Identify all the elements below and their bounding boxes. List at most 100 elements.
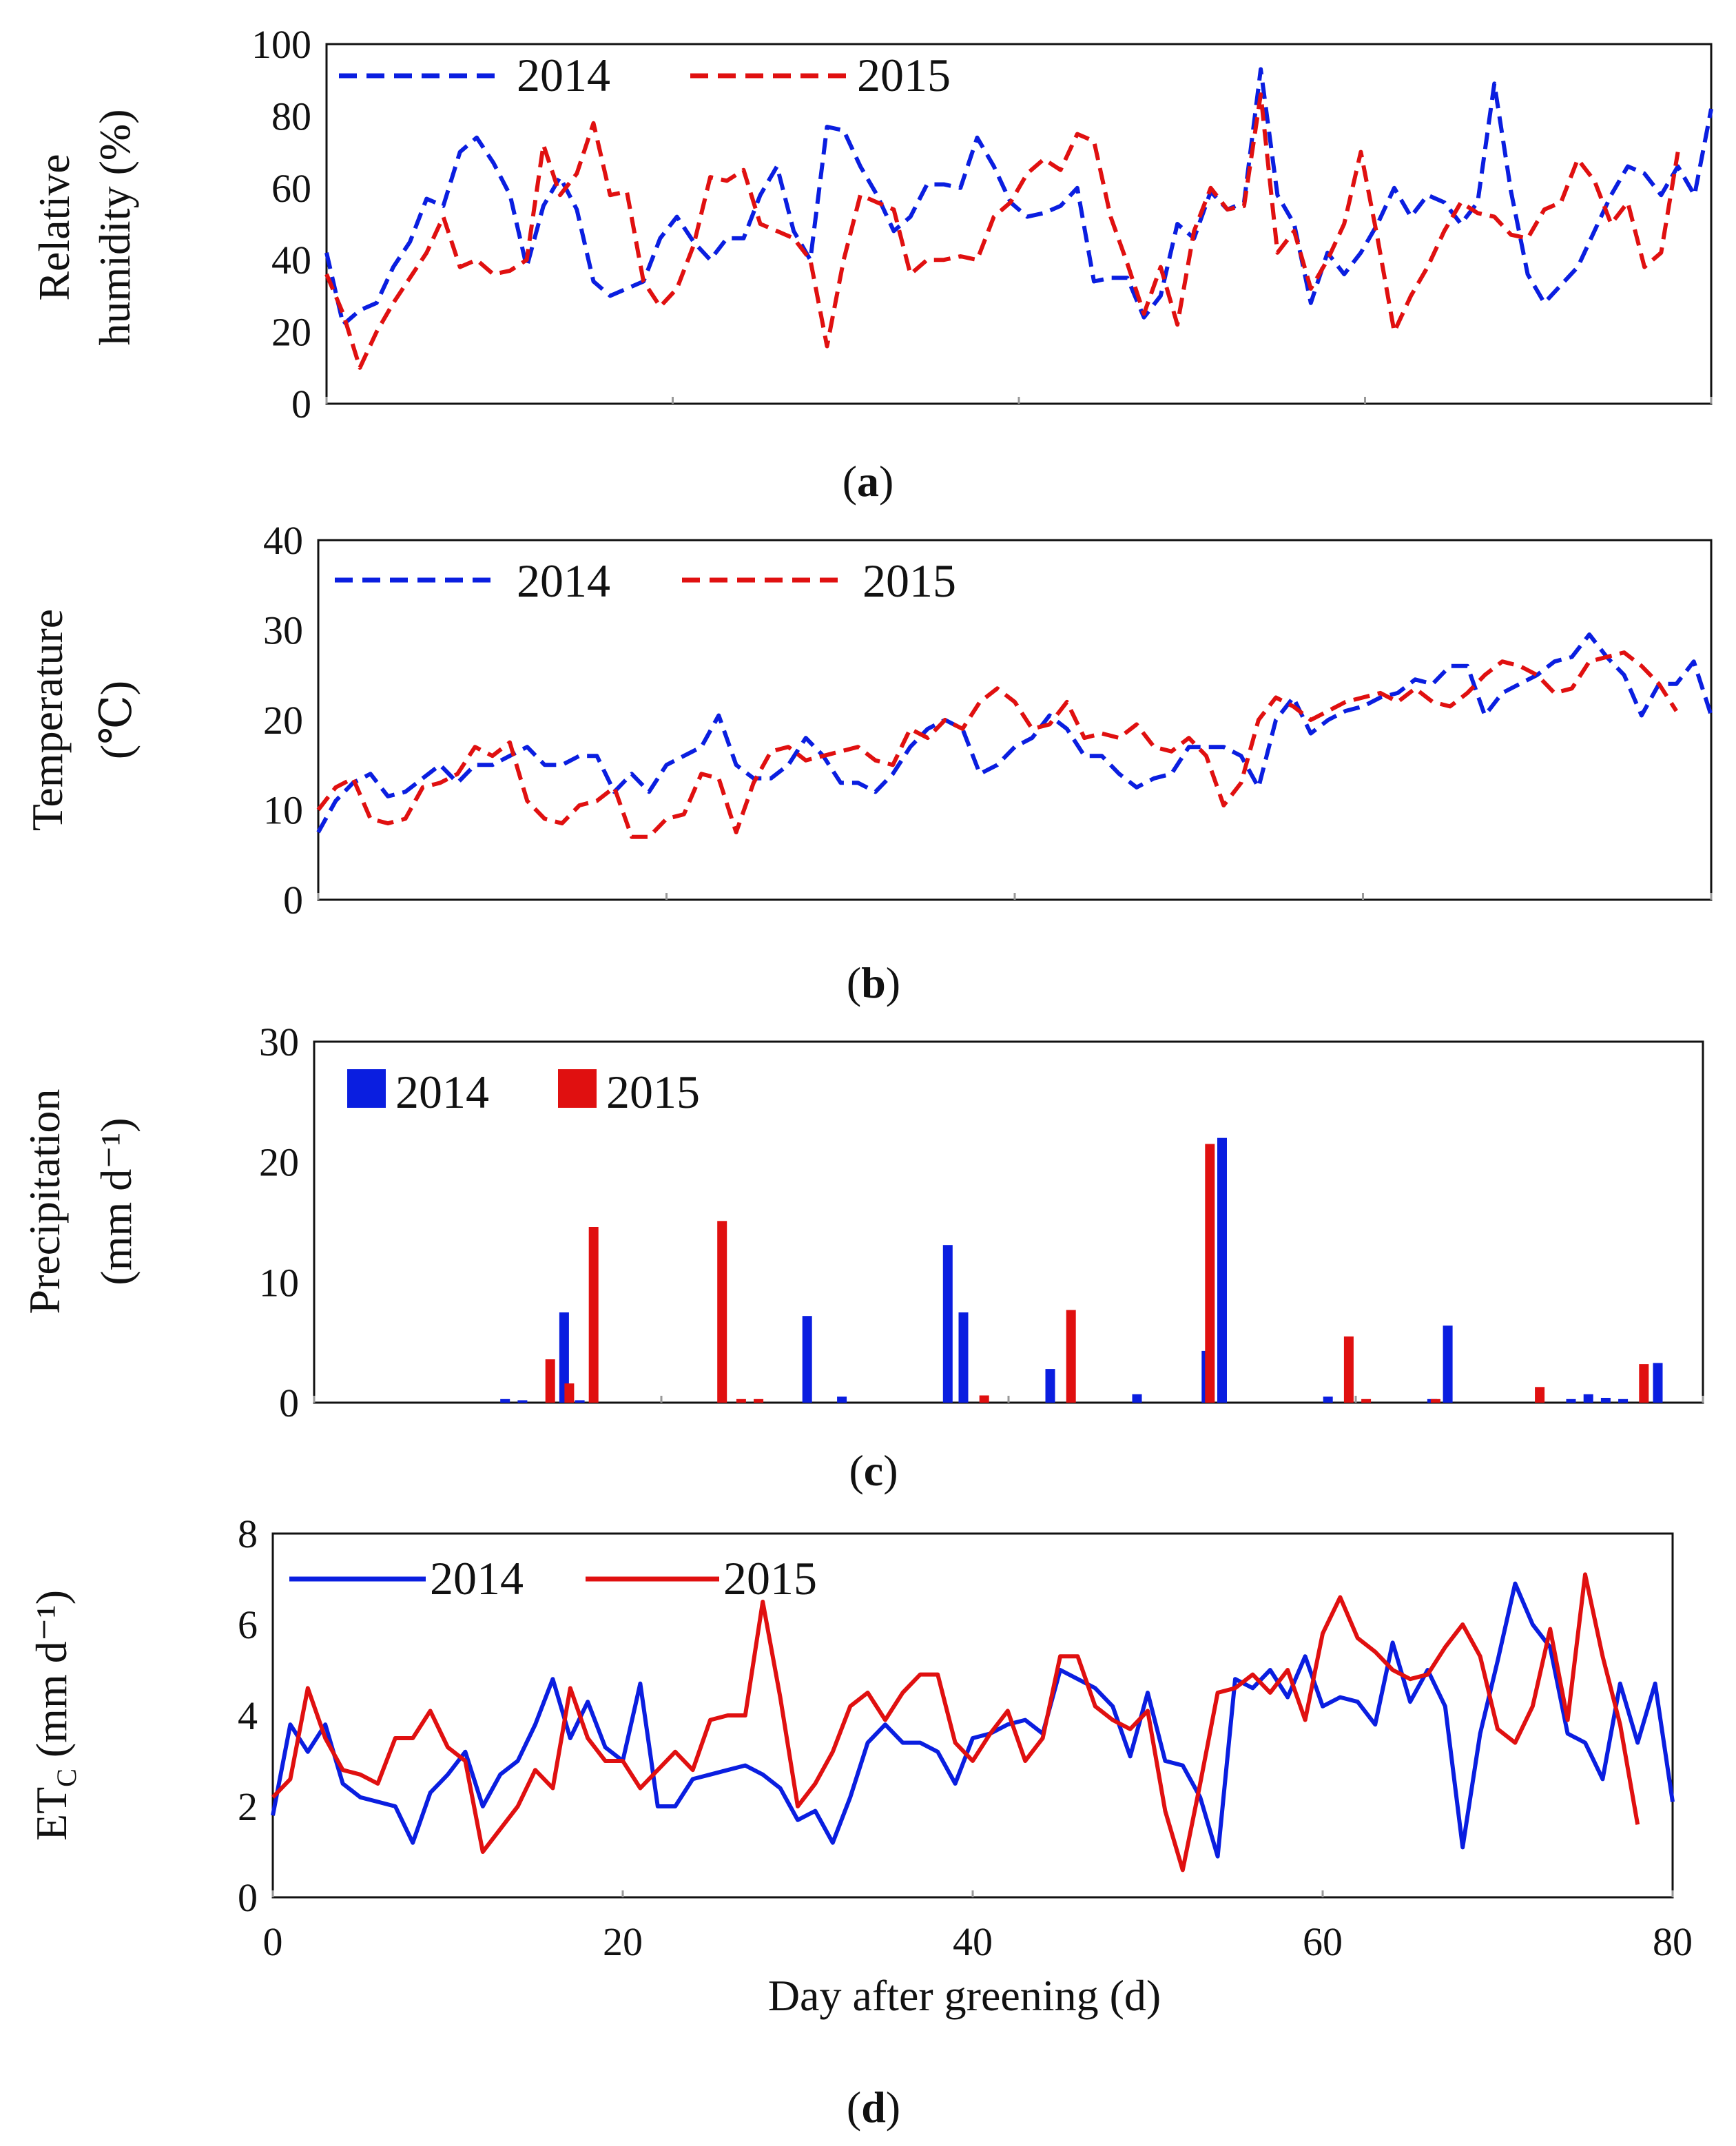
series-line-2015 bbox=[316, 650, 1678, 839]
bar-2014 bbox=[1323, 1396, 1333, 1403]
bar-2014 bbox=[1443, 1325, 1453, 1403]
y-tick-label: 100 bbox=[251, 22, 311, 67]
panel-caption: (a) bbox=[843, 457, 894, 506]
y-tick-label: 80 bbox=[271, 94, 311, 138]
y-tick-label: 20 bbox=[271, 310, 311, 355]
y-label-main: ET bbox=[27, 1787, 76, 1841]
series-line-2015 bbox=[271, 1572, 1640, 1872]
series-line-2014 bbox=[316, 632, 1713, 834]
y-label-unit: (mm d⁻¹) bbox=[27, 1590, 76, 1768]
y-tick-label: 20 bbox=[259, 1140, 299, 1185]
bar-2015 bbox=[1535, 1387, 1545, 1403]
bar-2014 bbox=[942, 1245, 953, 1403]
legend-label-2014: 2014 bbox=[395, 1066, 489, 1118]
legend-swatch-2015 bbox=[558, 1069, 597, 1108]
bar-2015 bbox=[1430, 1399, 1440, 1403]
y-tick-label: 30 bbox=[263, 608, 303, 653]
bar-2014 bbox=[802, 1316, 812, 1403]
legend-label-2015: 2015 bbox=[857, 49, 951, 101]
y-axis-label-line-2: (mm d⁻¹) bbox=[92, 1117, 141, 1285]
panel-b-temperature: 0 10 20 30 40 2014 2015 Temperature (℃) (b) bbox=[23, 518, 1713, 1007]
y-tick-label: 30 bbox=[259, 1020, 299, 1064]
y-tick-label: 6 bbox=[238, 1602, 258, 1647]
bar-2014 bbox=[837, 1396, 847, 1403]
bar-2015 bbox=[754, 1399, 764, 1403]
y-tick-label: 10 bbox=[263, 788, 303, 833]
svg-text:(c): (c) bbox=[849, 1446, 898, 1495]
bar-2014 bbox=[1566, 1399, 1576, 1403]
bar-2014 bbox=[1653, 1363, 1663, 1403]
y-tick-label: 2 bbox=[238, 1784, 258, 1829]
series-line-2015 bbox=[324, 92, 1680, 370]
bar-2014 bbox=[1583, 1394, 1593, 1403]
x-tick-label: 20 bbox=[603, 1919, 643, 1964]
bar-2015 bbox=[564, 1383, 575, 1403]
bar-2015 bbox=[1639, 1364, 1649, 1403]
legend: 2014 2015 bbox=[339, 49, 951, 101]
bar-2014 bbox=[1217, 1137, 1227, 1403]
legend-label-2015: 2015 bbox=[862, 555, 956, 607]
y-tick-label: 4 bbox=[238, 1693, 258, 1738]
legend: 2014 2015 bbox=[347, 1066, 700, 1118]
legend-label-2014: 2014 bbox=[517, 555, 610, 607]
panel-d-etc: 0 2 4 6 8 0 20 40 60 80 2014 2015 ETC (mm d⁻¹) D… bbox=[27, 1512, 1693, 2132]
y-label-subscript: C bbox=[51, 1768, 82, 1787]
bar-2015 bbox=[545, 1359, 555, 1403]
bar-2014 bbox=[1045, 1369, 1055, 1403]
caption-letter: a bbox=[857, 457, 879, 506]
bar-2015 bbox=[1205, 1144, 1215, 1403]
panel-caption: (d) bbox=[847, 2083, 900, 2132]
bar-2015 bbox=[979, 1395, 989, 1403]
svg-text:(b): (b) bbox=[847, 958, 900, 1007]
bar-2015 bbox=[588, 1227, 599, 1403]
caption-letter: d bbox=[861, 2083, 886, 2132]
y-tick-label: 60 bbox=[271, 166, 311, 211]
bar-2015 bbox=[736, 1399, 746, 1403]
svg-text:(a): (a) bbox=[843, 457, 894, 506]
x-axis-label: Day after greening (d) bbox=[768, 1971, 1161, 2020]
x-tick-label: 0 bbox=[263, 1919, 283, 1964]
legend-label-2014: 2014 bbox=[517, 49, 610, 101]
y-tick-label: 0 bbox=[238, 1875, 258, 1920]
bar-2014 bbox=[1600, 1398, 1611, 1403]
bar-2014 bbox=[1132, 1394, 1142, 1403]
y-tick-label: 0 bbox=[283, 878, 303, 922]
y-tick-label: 8 bbox=[238, 1512, 258, 1556]
panel-caption: (c) bbox=[849, 1446, 898, 1495]
y-axis-label-line-1: Relative bbox=[30, 154, 79, 300]
bar-2014 bbox=[1618, 1399, 1629, 1403]
y-tick-label: 20 bbox=[263, 698, 303, 743]
legend-swatch-2014 bbox=[347, 1069, 386, 1108]
bar-2014 bbox=[517, 1400, 528, 1403]
y-axis-label-line-1: Precipitation bbox=[20, 1089, 69, 1314]
svg-text:(d): (d) bbox=[847, 2083, 900, 2132]
x-tick-label: 60 bbox=[1303, 1919, 1343, 1964]
bar-2014 bbox=[559, 1312, 569, 1403]
caption-letter: b bbox=[861, 958, 886, 1007]
y-axis-label-line-1: Temperature bbox=[23, 609, 72, 831]
caption-letter: c bbox=[864, 1446, 883, 1495]
legend-label-2015: 2015 bbox=[606, 1066, 700, 1118]
y-axis-label: ETC (mm d⁻¹) bbox=[27, 1590, 82, 1841]
y-tick-label: 0 bbox=[291, 382, 311, 426]
legend-label-2015: 2015 bbox=[723, 1552, 817, 1605]
bar-2015 bbox=[1066, 1310, 1076, 1403]
y-tick-label: 40 bbox=[271, 238, 311, 282]
legend-label-2014: 2014 bbox=[430, 1552, 524, 1605]
panel-c-precipitation: 0 10 20 30 2014 2015 Precipitation (mm d⁻¹)… bbox=[20, 1020, 1704, 1495]
y-axis-label-line-2: (℃) bbox=[92, 681, 141, 759]
y-tick-label: 10 bbox=[259, 1260, 299, 1305]
panel-a-relative-humidity: 0 20 40 60 80 100 2014 2015 Relative humidity… bbox=[30, 22, 1713, 506]
series-line-2014 bbox=[271, 1581, 1675, 1859]
bar-2015 bbox=[1361, 1399, 1372, 1403]
series-line-2014 bbox=[324, 67, 1713, 327]
x-tick-label: 80 bbox=[1653, 1919, 1693, 1964]
bar-2015 bbox=[1343, 1336, 1354, 1403]
y-tick-label: 40 bbox=[263, 518, 303, 563]
bar-2015 bbox=[717, 1221, 727, 1403]
legend: 2014 2015 bbox=[289, 1552, 817, 1605]
bar-2014 bbox=[958, 1312, 969, 1403]
legend: 2014 2015 bbox=[335, 555, 956, 607]
y-tick-label: 0 bbox=[279, 1381, 299, 1425]
